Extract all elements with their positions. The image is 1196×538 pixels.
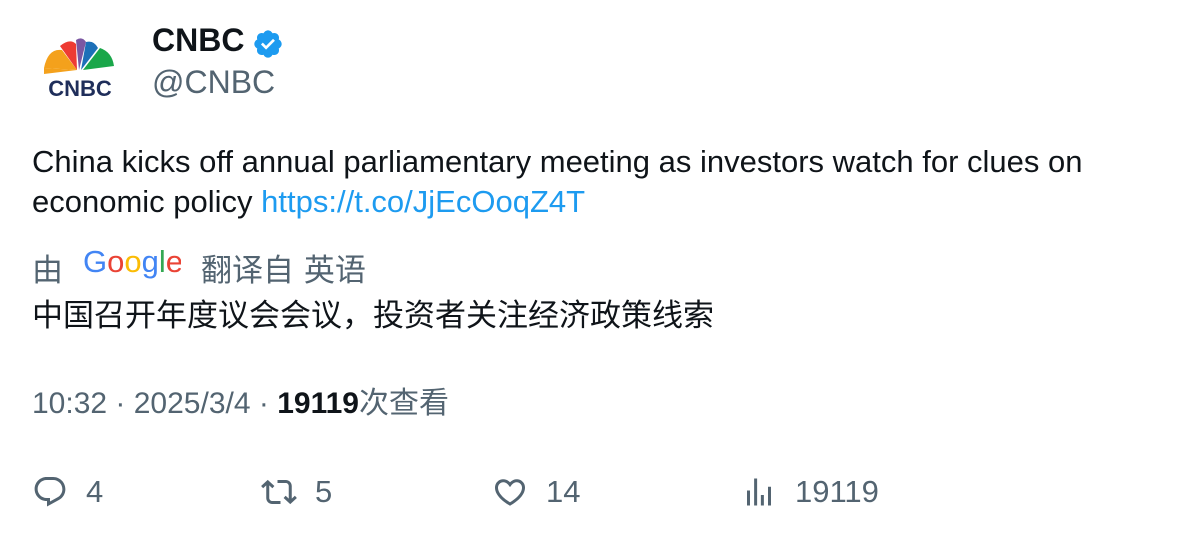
- tweet-time[interactable]: 10:32: [32, 387, 108, 420]
- author-avatar[interactable]: CNBC: [30, 22, 130, 122]
- retweet-button[interactable]: 5: [261, 470, 332, 514]
- translated-text: 中国召开年度议会会议，投资者关注经济政策线索: [32, 298, 714, 334]
- retweet-count: 5: [315, 474, 333, 509]
- tweet-text: China kicks off annual parliamentary mee…: [32, 142, 1152, 222]
- like-icon: [494, 479, 526, 506]
- tweet-link[interactable]: https://t.co/JjEcOoqZ4T: [261, 184, 586, 219]
- tweet-meta: 10:32 · 2025/3/4 · 19119次查看: [32, 384, 449, 424]
- views-icon: [747, 478, 771, 506]
- reply-icon: [34, 477, 66, 507]
- reply-button[interactable]: 4: [32, 470, 103, 514]
- views-button[interactable]: 19119: [741, 470, 879, 514]
- tweet-view-count: 19119: [277, 387, 359, 420]
- cnbc-peacock-logo: CNBC: [44, 38, 114, 101]
- google-logo-text: Google: [83, 246, 181, 279]
- verified-badge-icon: [254, 30, 282, 58]
- translation-prefix: 由: [32, 252, 63, 289]
- tweet-text-body: China kicks off annual parliamentary mee…: [32, 144, 1083, 219]
- tweet-date[interactable]: 2025/3/4: [133, 387, 251, 420]
- retweet-icon: [261, 479, 297, 505]
- translation-suffix[interactable]: 翻译自 英语: [201, 252, 366, 289]
- reply-count: 4: [86, 474, 104, 509]
- google-logo: Google: [83, 244, 183, 288]
- cnbc-logo-text: CNBC: [48, 76, 112, 101]
- translation-attribution: 由 Google 翻译自 英语: [32, 244, 366, 289]
- meta-separator: ·: [250, 387, 278, 420]
- like-button[interactable]: 14: [492, 470, 580, 514]
- author-handle[interactable]: @CNBC: [152, 64, 276, 100]
- meta-separator: ·: [107, 387, 134, 420]
- like-count: 14: [546, 474, 581, 509]
- author-name[interactable]: CNBC: [152, 22, 245, 58]
- tweet-view-label: 次查看: [358, 386, 449, 421]
- views-count: 19119: [795, 474, 879, 509]
